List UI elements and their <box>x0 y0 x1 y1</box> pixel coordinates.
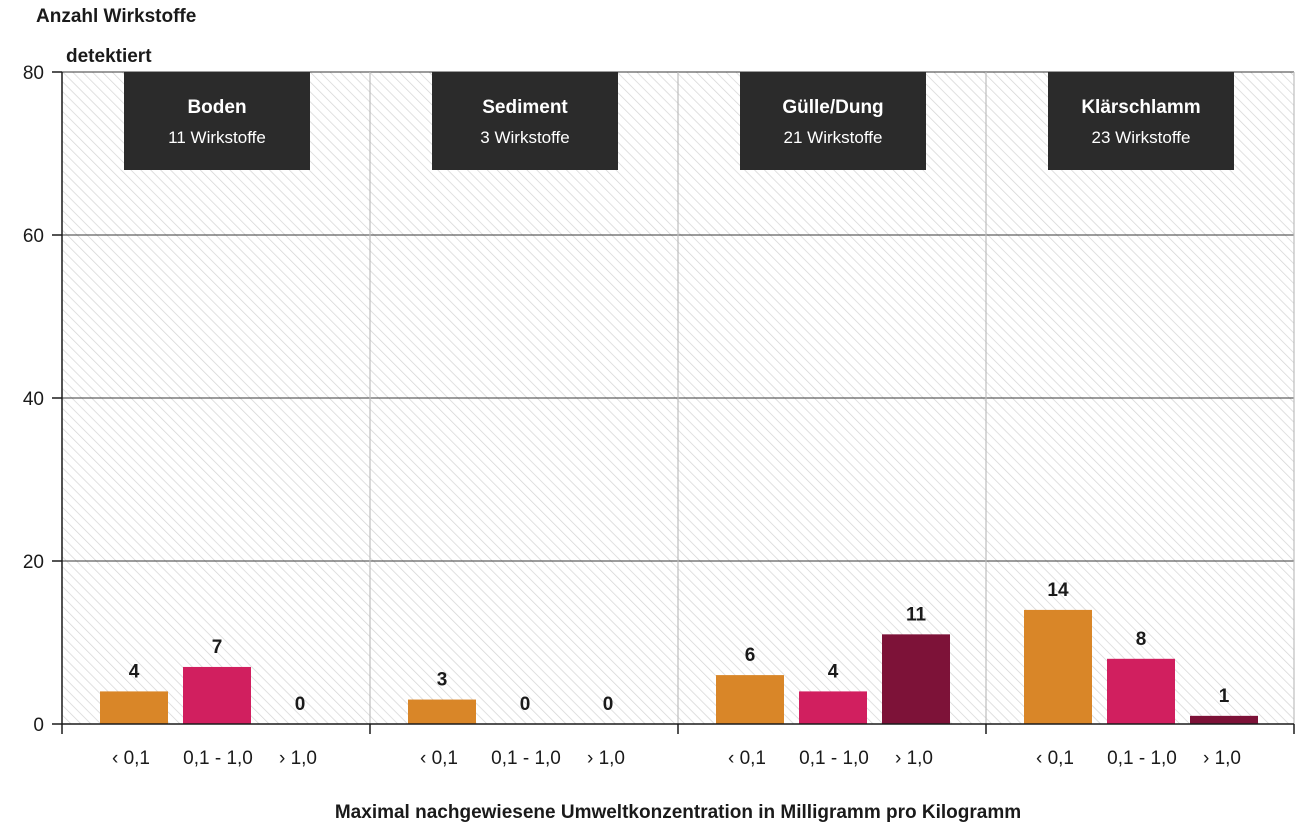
x-tick-label: 0,1 - 1,0 <box>183 748 253 769</box>
y-tick-label: 40 <box>23 389 44 410</box>
data-label: 1 <box>1219 686 1230 707</box>
data-label: 8 <box>1136 629 1147 650</box>
y-axis-title-line1: Anzahl Wirkstoffe <box>36 6 196 27</box>
data-labels: 4 7 0 3 0 0 6 4 11 14 8 1 <box>129 580 1230 715</box>
panel-header-box <box>1048 72 1234 170</box>
x-tick-label: ‹ 0,1 <box>420 748 458 769</box>
panel-headers: Boden 11 Wirkstoffe Sediment 3 Wirkstoffe Gü… <box>124 72 1234 170</box>
y-tick-label: 0 <box>33 715 44 736</box>
data-label: 0 <box>520 694 531 715</box>
y-tick-labels: 0 20 40 60 80 <box>23 63 44 736</box>
x-tick-labels: ‹ 0,1 0,1 - 1,0 › 1,0 ‹ 0,1 0,1 - 1,0 › 1,0 ‹ … <box>112 748 1241 769</box>
x-tick-label: ‹ 0,1 <box>728 748 766 769</box>
x-tick-label: › 1,0 <box>1203 748 1241 769</box>
panel-header-box <box>124 72 310 170</box>
bar <box>716 675 784 724</box>
data-label: 0 <box>603 694 614 715</box>
y-axis-title-line2: detektiert <box>66 46 152 67</box>
y-tick-label: 20 <box>23 552 44 573</box>
y-tick-label: 80 <box>23 63 44 84</box>
bar <box>100 691 168 724</box>
x-tick-label: › 1,0 <box>279 748 317 769</box>
x-tick-label: 0,1 - 1,0 <box>799 748 869 769</box>
panel-title: Boden <box>187 97 246 118</box>
panel-title: Klärschlamm <box>1081 97 1200 118</box>
panel-header-box <box>740 72 926 170</box>
x-tick-label: ‹ 0,1 <box>1036 748 1074 769</box>
data-label: 0 <box>295 694 306 715</box>
panel-header-box <box>432 72 618 170</box>
panel-subtitle: 11 Wirkstoffe <box>168 128 266 147</box>
x-tick-label: 0,1 - 1,0 <box>1107 748 1177 769</box>
bar <box>799 691 867 724</box>
x-tick-label: › 1,0 <box>895 748 933 769</box>
bar <box>882 634 950 724</box>
data-label: 4 <box>828 661 839 682</box>
x-tick-label: › 1,0 <box>587 748 625 769</box>
panel-title: Sediment <box>482 97 568 118</box>
bar <box>183 666 251 724</box>
y-tick-label: 60 <box>23 226 44 247</box>
panel-subtitle: 23 Wirkstoffe <box>1092 128 1191 147</box>
data-label: 3 <box>437 670 448 691</box>
bar <box>408 699 476 724</box>
data-label: 11 <box>906 604 927 625</box>
bar <box>1190 715 1258 724</box>
axes <box>52 71 1295 734</box>
data-label: 7 <box>212 637 223 658</box>
bars <box>100 609 1258 724</box>
data-label: 14 <box>1047 580 1069 601</box>
data-label: 4 <box>129 661 140 682</box>
x-axis-title: Maximal nachgewiesene Umweltkonzentratio… <box>335 802 1021 823</box>
x-tick-label: ‹ 0,1 <box>112 748 150 769</box>
panel-subtitle: 3 Wirkstoffe <box>480 128 569 147</box>
panel-separators <box>61 72 1295 724</box>
bar <box>1107 658 1175 724</box>
data-label: 6 <box>745 645 756 666</box>
x-tick-label: 0,1 - 1,0 <box>491 748 561 769</box>
bar <box>1024 609 1092 724</box>
panel-subtitle: 21 Wirkstoffe <box>784 128 883 147</box>
panel-title: Gülle/Dung <box>782 97 883 118</box>
